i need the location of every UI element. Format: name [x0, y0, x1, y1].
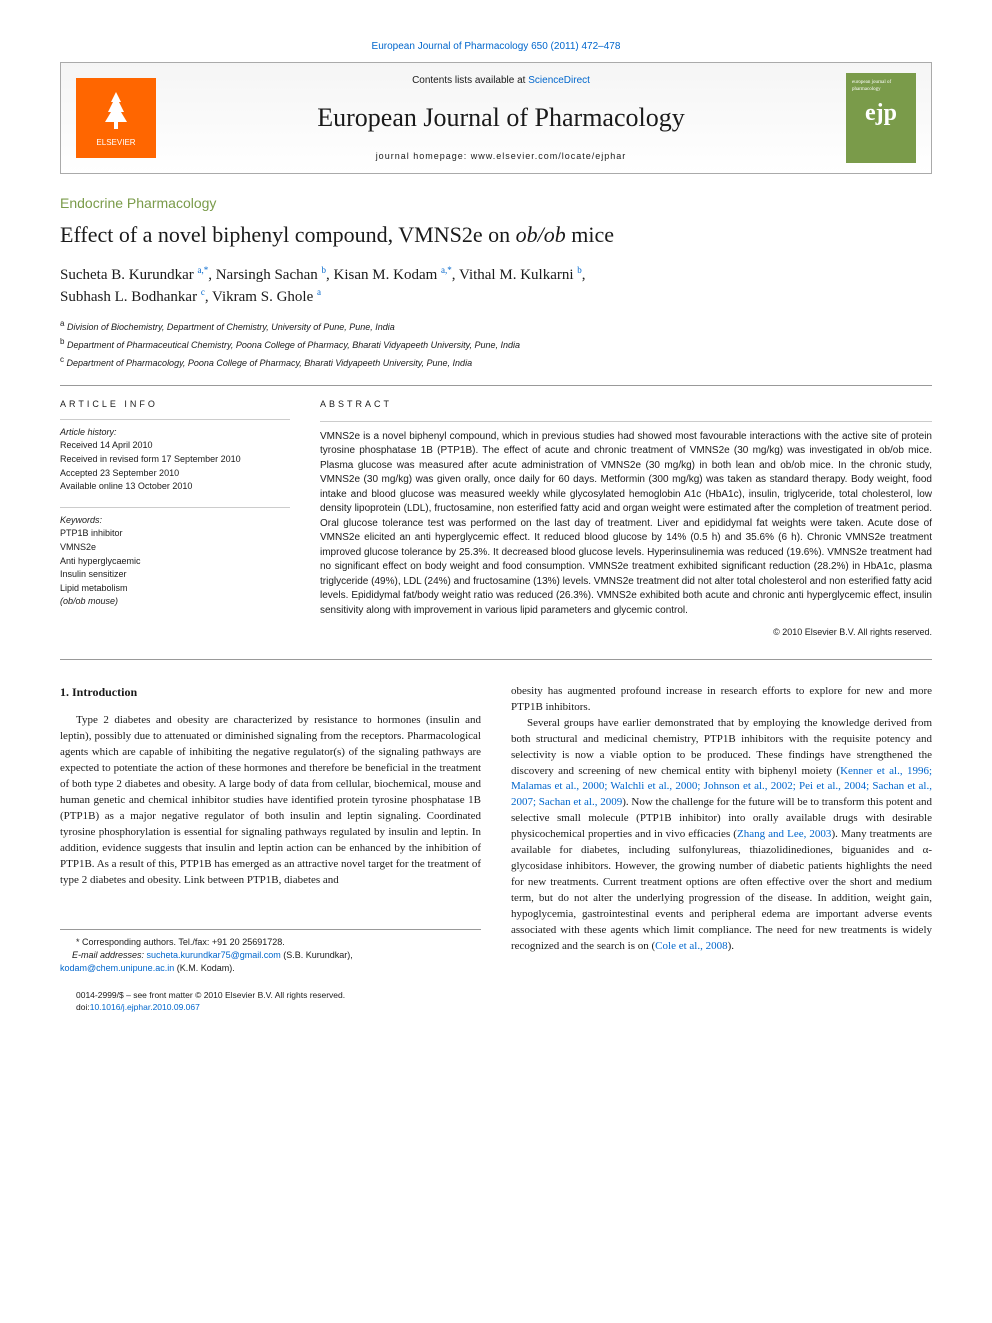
body-col-left: 1. Introduction Type 2 diabetes and obes…: [60, 684, 481, 1013]
authors: Sucheta B. Kurundkar a,*, Narsingh Sacha…: [60, 264, 932, 308]
citation-link[interactable]: Cole et al., 2008: [655, 940, 727, 952]
keyword: Lipid metabolism: [60, 582, 290, 595]
journal-title: European Journal of Pharmacology: [176, 100, 826, 136]
doi-link[interactable]: 10.1016/j.ejphar.2010.09.067: [90, 1002, 200, 1012]
divider: [60, 659, 932, 660]
journal-homepage: journal homepage: www.elsevier.com/locat…: [176, 150, 826, 163]
elsevier-tree-icon: [91, 87, 141, 137]
body-paragraph: obesity has augmented profound increase …: [511, 684, 932, 716]
contents-line: Contents lists available at ScienceDirec…: [176, 74, 826, 88]
elsevier-logo: ELSEVIER: [76, 78, 156, 158]
intro-paragraph: Type 2 diabetes and obesity are characte…: [60, 713, 481, 888]
journal-issue-link[interactable]: European Journal of Pharmacology 650 (20…: [60, 40, 932, 54]
article-info-heading: article info: [60, 398, 290, 411]
keyword: Insulin sensitizer: [60, 568, 290, 581]
body-columns: 1. Introduction Type 2 diabetes and obes…: [60, 684, 932, 1013]
body-col-right: obesity has augmented profound increase …: [511, 684, 932, 1013]
keyword: VMNS2e: [60, 541, 290, 554]
keywords-label: Keywords:: [60, 514, 290, 527]
issn-line: 0014-2999/$ – see front matter © 2010 El…: [60, 989, 481, 1001]
history-label: Article history:: [60, 426, 290, 439]
email-line: E-mail addresses: sucheta.kurundkar75@gm…: [60, 949, 481, 975]
elsevier-label: ELSEVIER: [96, 137, 135, 148]
bottom-meta: 0014-2999/$ – see front matter © 2010 El…: [60, 989, 481, 1014]
affiliation-c: c Department of Pharmacology, Poona Coll…: [60, 354, 932, 370]
accepted-date: Accepted 23 September 2010: [60, 467, 290, 480]
keyword: PTP1B inhibitor: [60, 527, 290, 540]
abstract-text: VMNS2e is a novel biphenyl compound, whi…: [320, 430, 932, 619]
article-title: Effect of a novel biphenyl compound, VMN…: [60, 220, 932, 251]
citation-link[interactable]: Zhang and Lee, 2003: [737, 828, 831, 840]
abstract: abstract VMNS2e is a novel biphenyl comp…: [320, 398, 932, 639]
email-link-2[interactable]: kodam@chem.unipune.ac.in: [60, 963, 174, 973]
article-info: article info Article history: Received 1…: [60, 398, 290, 639]
affiliation-a: a Division of Biochemistry, Department o…: [60, 318, 932, 334]
online-date: Available online 13 October 2010: [60, 480, 290, 493]
keyword: Anti hyperglycaemic: [60, 555, 290, 568]
divider: [60, 385, 932, 386]
doi-line: doi:10.1016/j.ejphar.2010.09.067: [60, 1001, 481, 1013]
header-center: Contents lists available at ScienceDirec…: [156, 74, 846, 163]
affiliation-b: b Department of Pharmaceutical Chemistry…: [60, 336, 932, 352]
received-date: Received 14 April 2010: [60, 439, 290, 452]
info-abstract-row: article info Article history: Received 1…: [60, 398, 932, 639]
abstract-copyright: © 2010 Elsevier B.V. All rights reserved…: [320, 626, 932, 639]
keyword: (ob/ob mouse): [60, 595, 290, 608]
abstract-heading: abstract: [320, 398, 932, 411]
footnotes: * Corresponding authors. Tel./fax: +91 2…: [60, 929, 481, 975]
email-link-1[interactable]: sucheta.kurundkar75@gmail.com: [147, 950, 281, 960]
corr-author-note: * Corresponding authors. Tel./fax: +91 2…: [60, 936, 481, 949]
sciencedirect-link[interactable]: ScienceDirect: [528, 75, 590, 86]
body-paragraph: Several groups have earlier demonstrated…: [511, 716, 932, 955]
revised-date: Received in revised form 17 September 20…: [60, 453, 290, 466]
journal-cover-thumb: european journal of pharmacology ejp: [846, 73, 916, 163]
journal-header: ELSEVIER Contents lists available at Sci…: [60, 62, 932, 174]
intro-heading: 1. Introduction: [60, 684, 481, 701]
section-label: Endocrine Pharmacology: [60, 194, 932, 214]
